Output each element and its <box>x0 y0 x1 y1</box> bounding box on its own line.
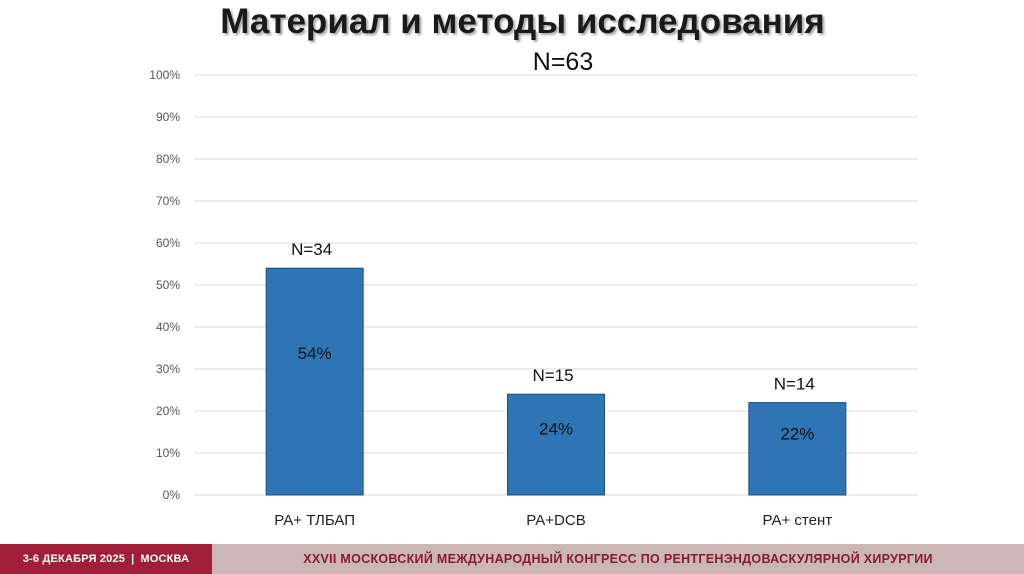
footer-congress-name: XXVII МОСКОВСКИЙ МЕЖДУНАРОДНЫЙ КОНГРЕСС … <box>212 544 1024 574</box>
y-tick-label: 30% <box>156 362 180 376</box>
bar-count-annotation: N=14 <box>774 375 815 394</box>
bar-value-label: 54% <box>298 344 332 363</box>
x-axis-tick-labels: РА+ ТЛБАП РА+DCB РА+ стент <box>274 512 832 529</box>
footer-separator: | <box>131 553 135 565</box>
y-axis-tick-labels: 0% 10% 20% 30% 40% 50% 60% 70% 80% 90% 100% <box>149 68 180 502</box>
footer-dates: 3-6 ДЕКАБРЯ 2025 <box>22 553 126 565</box>
chart-title: N=63 <box>533 48 593 76</box>
y-tick-label: 90% <box>156 110 180 124</box>
y-tick-label: 0% <box>163 488 181 502</box>
y-tick-label: 80% <box>156 152 180 166</box>
footer-event-info: 3-6 ДЕКАБРЯ 2025 | МОСКВА <box>0 544 212 574</box>
x-tick-label: РА+ ТЛБАП <box>274 512 355 529</box>
x-tick-label: РА+DCB <box>526 512 585 529</box>
y-tick-label: 100% <box>149 68 180 82</box>
slide-title: Материал и методы исследования <box>220 2 825 41</box>
y-tick-label: 60% <box>156 236 180 250</box>
y-tick-label: 70% <box>156 194 180 208</box>
footer-city: МОСКВА <box>140 553 190 565</box>
bar-count-annotation: N=15 <box>532 366 573 385</box>
bar-chart: 0% 10% 20% 30% 40% 50% 60% 70% 80% 90% 100% 54% N=3… <box>149 48 918 529</box>
bar-value-label: 22% <box>780 425 814 444</box>
bar-count-annotation: N=34 <box>291 240 332 259</box>
y-tick-label: 20% <box>156 404 180 418</box>
bar <box>748 402 847 496</box>
x-tick-label: РА+ стент <box>763 512 833 529</box>
y-tick-label: 50% <box>156 278 180 292</box>
footer-bar: 3-6 ДЕКАБРЯ 2025 | МОСКВА XXVII МОСКОВСКИЙ… <box>0 544 1024 574</box>
y-tick-label: 40% <box>156 320 180 334</box>
bars <box>265 267 847 496</box>
y-tick-label: 10% <box>156 446 180 460</box>
bar-value-label: 24% <box>539 420 573 439</box>
bar <box>265 267 364 496</box>
data-labels: 54% N=34 24% N=15 22% N=14 <box>291 240 815 443</box>
bar <box>507 393 605 496</box>
